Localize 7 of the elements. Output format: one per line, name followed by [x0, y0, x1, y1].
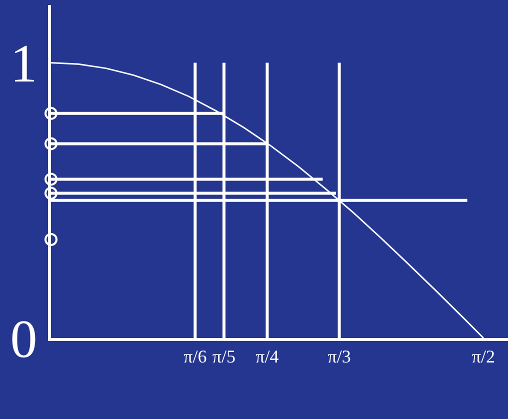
x-tick-label: π/2	[472, 346, 495, 367]
x-tick-label: π/5	[212, 346, 236, 367]
x-tick-label: π/3	[328, 346, 351, 367]
y-tick-label: 1	[10, 34, 38, 94]
y-tick-label: 0	[10, 308, 38, 369]
x-tick-label: π/4	[256, 346, 279, 367]
x-tick-label: π/6	[184, 346, 207, 367]
